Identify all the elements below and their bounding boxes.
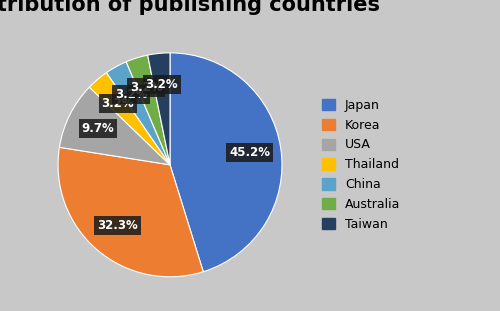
Wedge shape	[148, 53, 170, 165]
Wedge shape	[58, 147, 204, 277]
Text: 45.2%: 45.2%	[229, 146, 270, 159]
Wedge shape	[126, 55, 170, 165]
Text: 3.2%: 3.2%	[146, 78, 178, 91]
Legend: Japan, Korea, USA, Thailand, China, Australia, Taiwan: Japan, Korea, USA, Thailand, China, Aust…	[316, 92, 406, 237]
Text: 3.2%: 3.2%	[130, 81, 162, 94]
Wedge shape	[106, 62, 170, 165]
Text: 9.7%: 9.7%	[82, 123, 114, 135]
Wedge shape	[170, 53, 282, 272]
Text: 32.3%: 32.3%	[97, 219, 138, 232]
Title: Distribution of publishing countries: Distribution of publishing countries	[0, 0, 380, 15]
Text: 3.2%: 3.2%	[115, 88, 148, 101]
Text: 3.2%: 3.2%	[102, 97, 134, 110]
Wedge shape	[60, 87, 170, 165]
Wedge shape	[90, 73, 170, 165]
